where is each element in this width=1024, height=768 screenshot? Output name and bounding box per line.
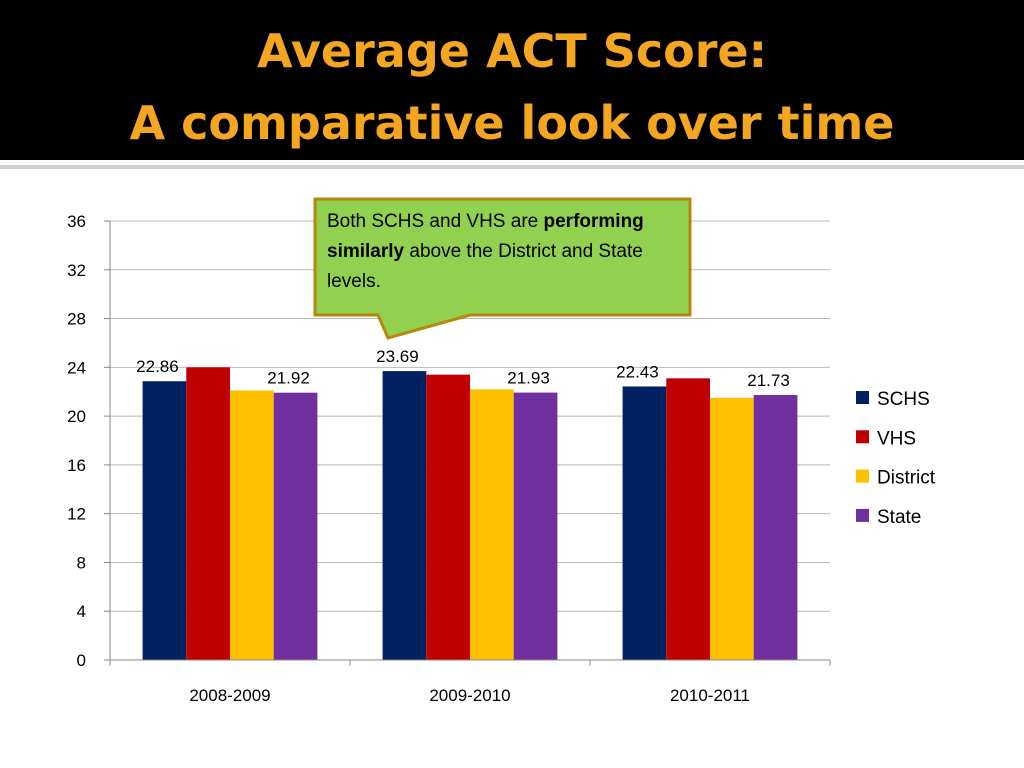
bar-state (513, 392, 558, 660)
bar-vhs (186, 367, 230, 660)
callout-shape (313, 197, 692, 340)
legend-label: VHS (877, 428, 916, 449)
data-label: 21.73 (747, 371, 790, 390)
axes: 0 4 8 12 16 20 24 28 32 36 2008-2009 2009-2010 2010-… (67, 212, 831, 705)
bars (142, 367, 798, 660)
bar-schs (142, 381, 187, 660)
callout-text-after: above the District and State levels. (327, 241, 643, 292)
callout-text-bold: performing similarly (327, 211, 644, 262)
slide-title-line-2: A comparative look over time (129, 96, 895, 150)
x-tick-label: 2008-2009 (189, 686, 270, 705)
legend-swatch (856, 391, 869, 404)
data-labels: 22.86 21.92 23.69 21.93 22.43 21.73 (136, 347, 790, 390)
y-tick-label: 24 (67, 358, 86, 377)
bar-schs (622, 386, 667, 660)
bar-state (273, 392, 318, 660)
title-divider (0, 165, 1024, 169)
data-label: 21.92 (267, 369, 310, 388)
legend-label: District (877, 468, 936, 489)
bar-vhs (666, 378, 710, 660)
y-tick-label: 8 (77, 553, 86, 572)
slide-title-line-1: Average ACT Score: (256, 24, 768, 78)
y-tick-label: 16 (67, 456, 86, 475)
legend-swatch (856, 430, 869, 444)
bar-schs (382, 371, 427, 660)
bar-district (710, 397, 754, 660)
x-tick-label: 2010-2011 (670, 686, 750, 705)
bar-district (470, 389, 514, 660)
title-bar: Average ACT Score: A comparative look ov… (0, 0, 1024, 160)
y-tick-label: 20 (67, 407, 86, 426)
data-label: 22.86 (136, 357, 179, 376)
callout-text: Both SCHS and VHS are performing similar… (327, 207, 682, 297)
data-label: 23.69 (376, 347, 419, 366)
legend-label: SCHS (877, 389, 930, 410)
y-tick-label: 0 (77, 651, 86, 670)
legend-swatch (856, 469, 869, 483)
bar-vhs (426, 374, 470, 660)
legend-swatch (856, 508, 869, 522)
y-tick-label: 36 (67, 212, 86, 231)
callout-text-before: Both SCHS and VHS are (327, 211, 544, 232)
callout-box (313, 197, 692, 340)
y-tick-label: 4 (77, 602, 86, 621)
x-tick-label: 2009-2010 (429, 686, 510, 705)
y-tick-label: 12 (67, 505, 86, 524)
y-tick-label: 32 (67, 261, 86, 280)
data-label: 21.93 (507, 369, 550, 388)
y-tick-label: 28 (67, 310, 86, 329)
legend-label: State (877, 507, 921, 528)
data-label: 22.43 (616, 362, 659, 381)
bar-state (753, 395, 798, 660)
legend: SCHS VHS District State (856, 389, 936, 528)
bar-district (230, 390, 274, 660)
